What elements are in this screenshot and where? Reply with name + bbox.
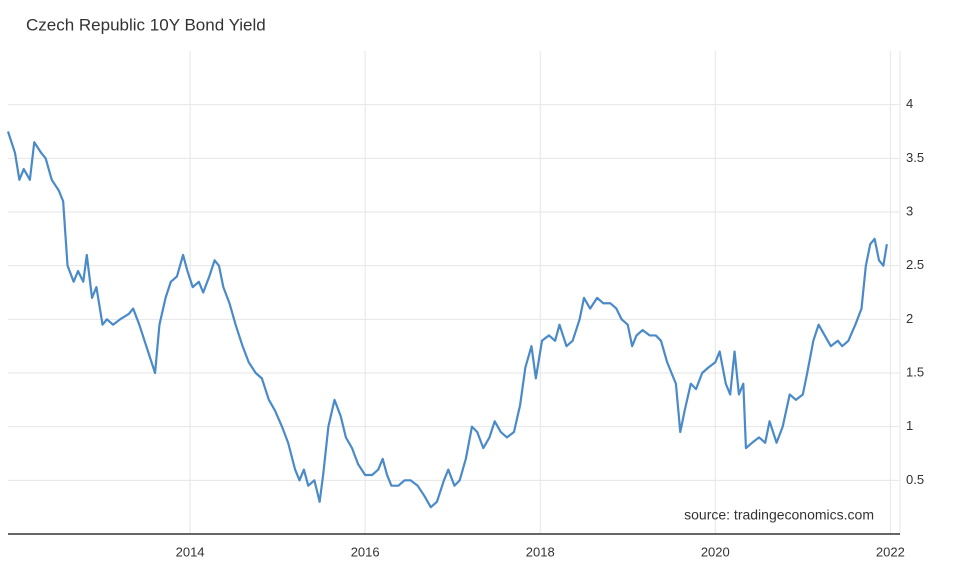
chart-title: Czech Republic 10Y Bond Yield (26, 15, 266, 34)
y-tick-label: 4 (906, 96, 913, 111)
y-tick-label: 3.5 (906, 150, 924, 165)
x-tick-label: 2020 (701, 544, 730, 559)
y-tick-label: 0.5 (906, 472, 924, 487)
y-tick-label: 1 (906, 418, 913, 433)
y-tick-label: 2.5 (906, 257, 924, 272)
y-tick-label: 1.5 (906, 364, 924, 379)
y-tick-label: 2 (906, 311, 913, 326)
source-note: source: tradingeconomics.com (684, 507, 874, 523)
x-tick-label: 2018 (526, 544, 555, 559)
x-tick-label: 2014 (176, 544, 205, 559)
x-tick-label: 2022 (876, 544, 905, 559)
data-line (6, 131, 888, 509)
x-tick-label: 2016 (351, 544, 380, 559)
y-tick-label: 3 (906, 203, 913, 218)
